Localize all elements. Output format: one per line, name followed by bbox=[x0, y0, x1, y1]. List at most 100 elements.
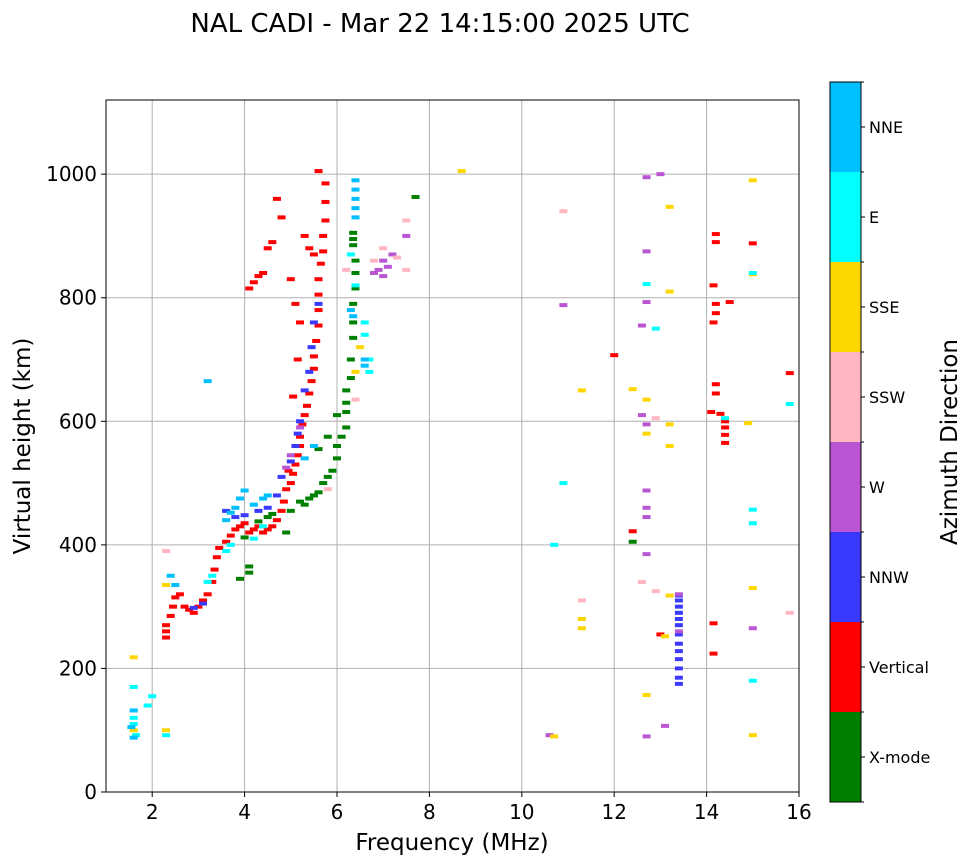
data-point-vertical bbox=[293, 453, 302, 458]
data-point-ssw bbox=[369, 258, 378, 263]
data-point-nnw bbox=[674, 675, 683, 680]
data-point-x-mode bbox=[349, 320, 358, 325]
data-point-w bbox=[374, 267, 383, 272]
data-point-nnw bbox=[309, 320, 318, 325]
colorbar-segment bbox=[830, 82, 861, 172]
data-point-ssw bbox=[402, 267, 411, 272]
data-point-sse bbox=[129, 728, 138, 733]
data-point-vertical bbox=[721, 440, 730, 445]
data-point-sse bbox=[642, 692, 651, 697]
data-point-vertical bbox=[711, 391, 720, 396]
y-axis-label: Virtual height (km) bbox=[10, 338, 36, 555]
data-point-nne bbox=[309, 444, 318, 448]
data-point-vertical bbox=[245, 286, 254, 291]
data-point-w bbox=[674, 629, 683, 634]
x-axis-label: Frequency (MHz) bbox=[355, 830, 548, 856]
data-point-vertical bbox=[314, 277, 323, 282]
data-point-x-mode bbox=[323, 434, 332, 439]
data-point-sse bbox=[665, 593, 674, 598]
data-point-vertical bbox=[277, 508, 286, 513]
data-point-sse bbox=[748, 178, 757, 183]
data-point-nne bbox=[263, 493, 272, 498]
data-point-nnw bbox=[674, 657, 683, 662]
colorbar-tick-label: W bbox=[869, 478, 885, 497]
colorbar-frame bbox=[829, 81, 862, 803]
data-point-vertical bbox=[212, 555, 221, 560]
data-point-ssw bbox=[162, 549, 171, 554]
data-point-x-mode bbox=[333, 456, 341, 461]
data-point-x-mode bbox=[342, 388, 351, 393]
data-point-vertical bbox=[707, 410, 716, 415]
data-point-vertical bbox=[291, 462, 300, 467]
data-point-e bbox=[365, 369, 374, 374]
chart-title: NAL CADI - Mar 22 14:15:00 2025 UTC bbox=[190, 9, 689, 39]
data-point-x-mode bbox=[245, 564, 254, 569]
data-point-ssw bbox=[637, 579, 646, 584]
grid bbox=[106, 100, 800, 793]
data-point-vertical bbox=[711, 232, 720, 237]
data-point-x-mode bbox=[628, 539, 637, 544]
data-point-w bbox=[642, 552, 651, 557]
data-point-w bbox=[748, 626, 757, 631]
x-tick-label: 2 bbox=[146, 800, 159, 824]
data-point-ssw bbox=[393, 255, 402, 260]
data-point-nnw bbox=[254, 508, 263, 513]
data-point-vertical bbox=[277, 215, 286, 220]
data-point-e bbox=[748, 271, 757, 275]
data-point-e bbox=[748, 678, 757, 683]
data-point-sse bbox=[665, 422, 674, 427]
data-point-sse bbox=[628, 387, 637, 392]
data-point-vertical bbox=[716, 411, 725, 416]
data-point-vertical bbox=[291, 301, 300, 306]
data-point-e bbox=[360, 320, 369, 325]
data-point-w bbox=[642, 422, 651, 427]
data-point-x-mode bbox=[346, 357, 355, 362]
data-point-nnw bbox=[674, 610, 683, 615]
data-point-nnw bbox=[291, 444, 300, 448]
data-point-nne bbox=[240, 488, 249, 493]
data-point-vertical bbox=[245, 530, 254, 535]
colorbar-segment bbox=[830, 352, 861, 442]
data-point-x-mode bbox=[309, 493, 318, 498]
data-point-vertical bbox=[226, 533, 235, 538]
data-point-vertical bbox=[321, 181, 330, 186]
data-point-ssw bbox=[559, 209, 568, 214]
data-point-sse bbox=[577, 617, 586, 621]
data-point-x-mode bbox=[342, 410, 351, 415]
data-point-w bbox=[402, 233, 411, 238]
data-point-w bbox=[296, 425, 305, 430]
data-point-nne bbox=[171, 583, 180, 588]
data-point-nne bbox=[351, 178, 360, 183]
data-point-nne bbox=[360, 357, 369, 362]
data-point-vertical bbox=[314, 308, 323, 313]
data-point-nnw bbox=[300, 388, 309, 393]
colorbar-tick-label: NNW bbox=[869, 568, 909, 587]
data-point-vertical bbox=[286, 277, 295, 282]
data-point-w bbox=[369, 271, 378, 275]
colorbar-tick-label: E bbox=[869, 208, 879, 227]
data-point-vertical bbox=[268, 240, 277, 245]
data-point-vertical bbox=[321, 218, 330, 223]
data-point-x-mode bbox=[351, 286, 360, 291]
data-point-sse bbox=[457, 169, 466, 174]
data-point-ssw bbox=[402, 218, 411, 223]
data-point-vertical bbox=[305, 391, 314, 396]
data-point-nnw bbox=[286, 459, 295, 464]
data-point-e bbox=[642, 282, 651, 287]
data-point-vertical bbox=[185, 607, 194, 612]
data-point-vertical bbox=[709, 651, 718, 656]
data-point-vertical bbox=[249, 280, 258, 285]
data-point-vertical bbox=[709, 320, 718, 325]
data-point-sse bbox=[665, 289, 674, 294]
data-point-vertical bbox=[215, 545, 224, 550]
data-point-vertical bbox=[711, 240, 720, 245]
data-point-e bbox=[222, 549, 231, 554]
data-point-x-mode bbox=[411, 195, 420, 200]
data-point-w bbox=[388, 252, 397, 257]
data-point-vertical bbox=[721, 425, 730, 430]
data-point-e bbox=[129, 684, 138, 689]
data-point-vertical bbox=[240, 521, 249, 526]
data-point-nne bbox=[259, 496, 268, 501]
data-point-nnw bbox=[277, 474, 286, 479]
